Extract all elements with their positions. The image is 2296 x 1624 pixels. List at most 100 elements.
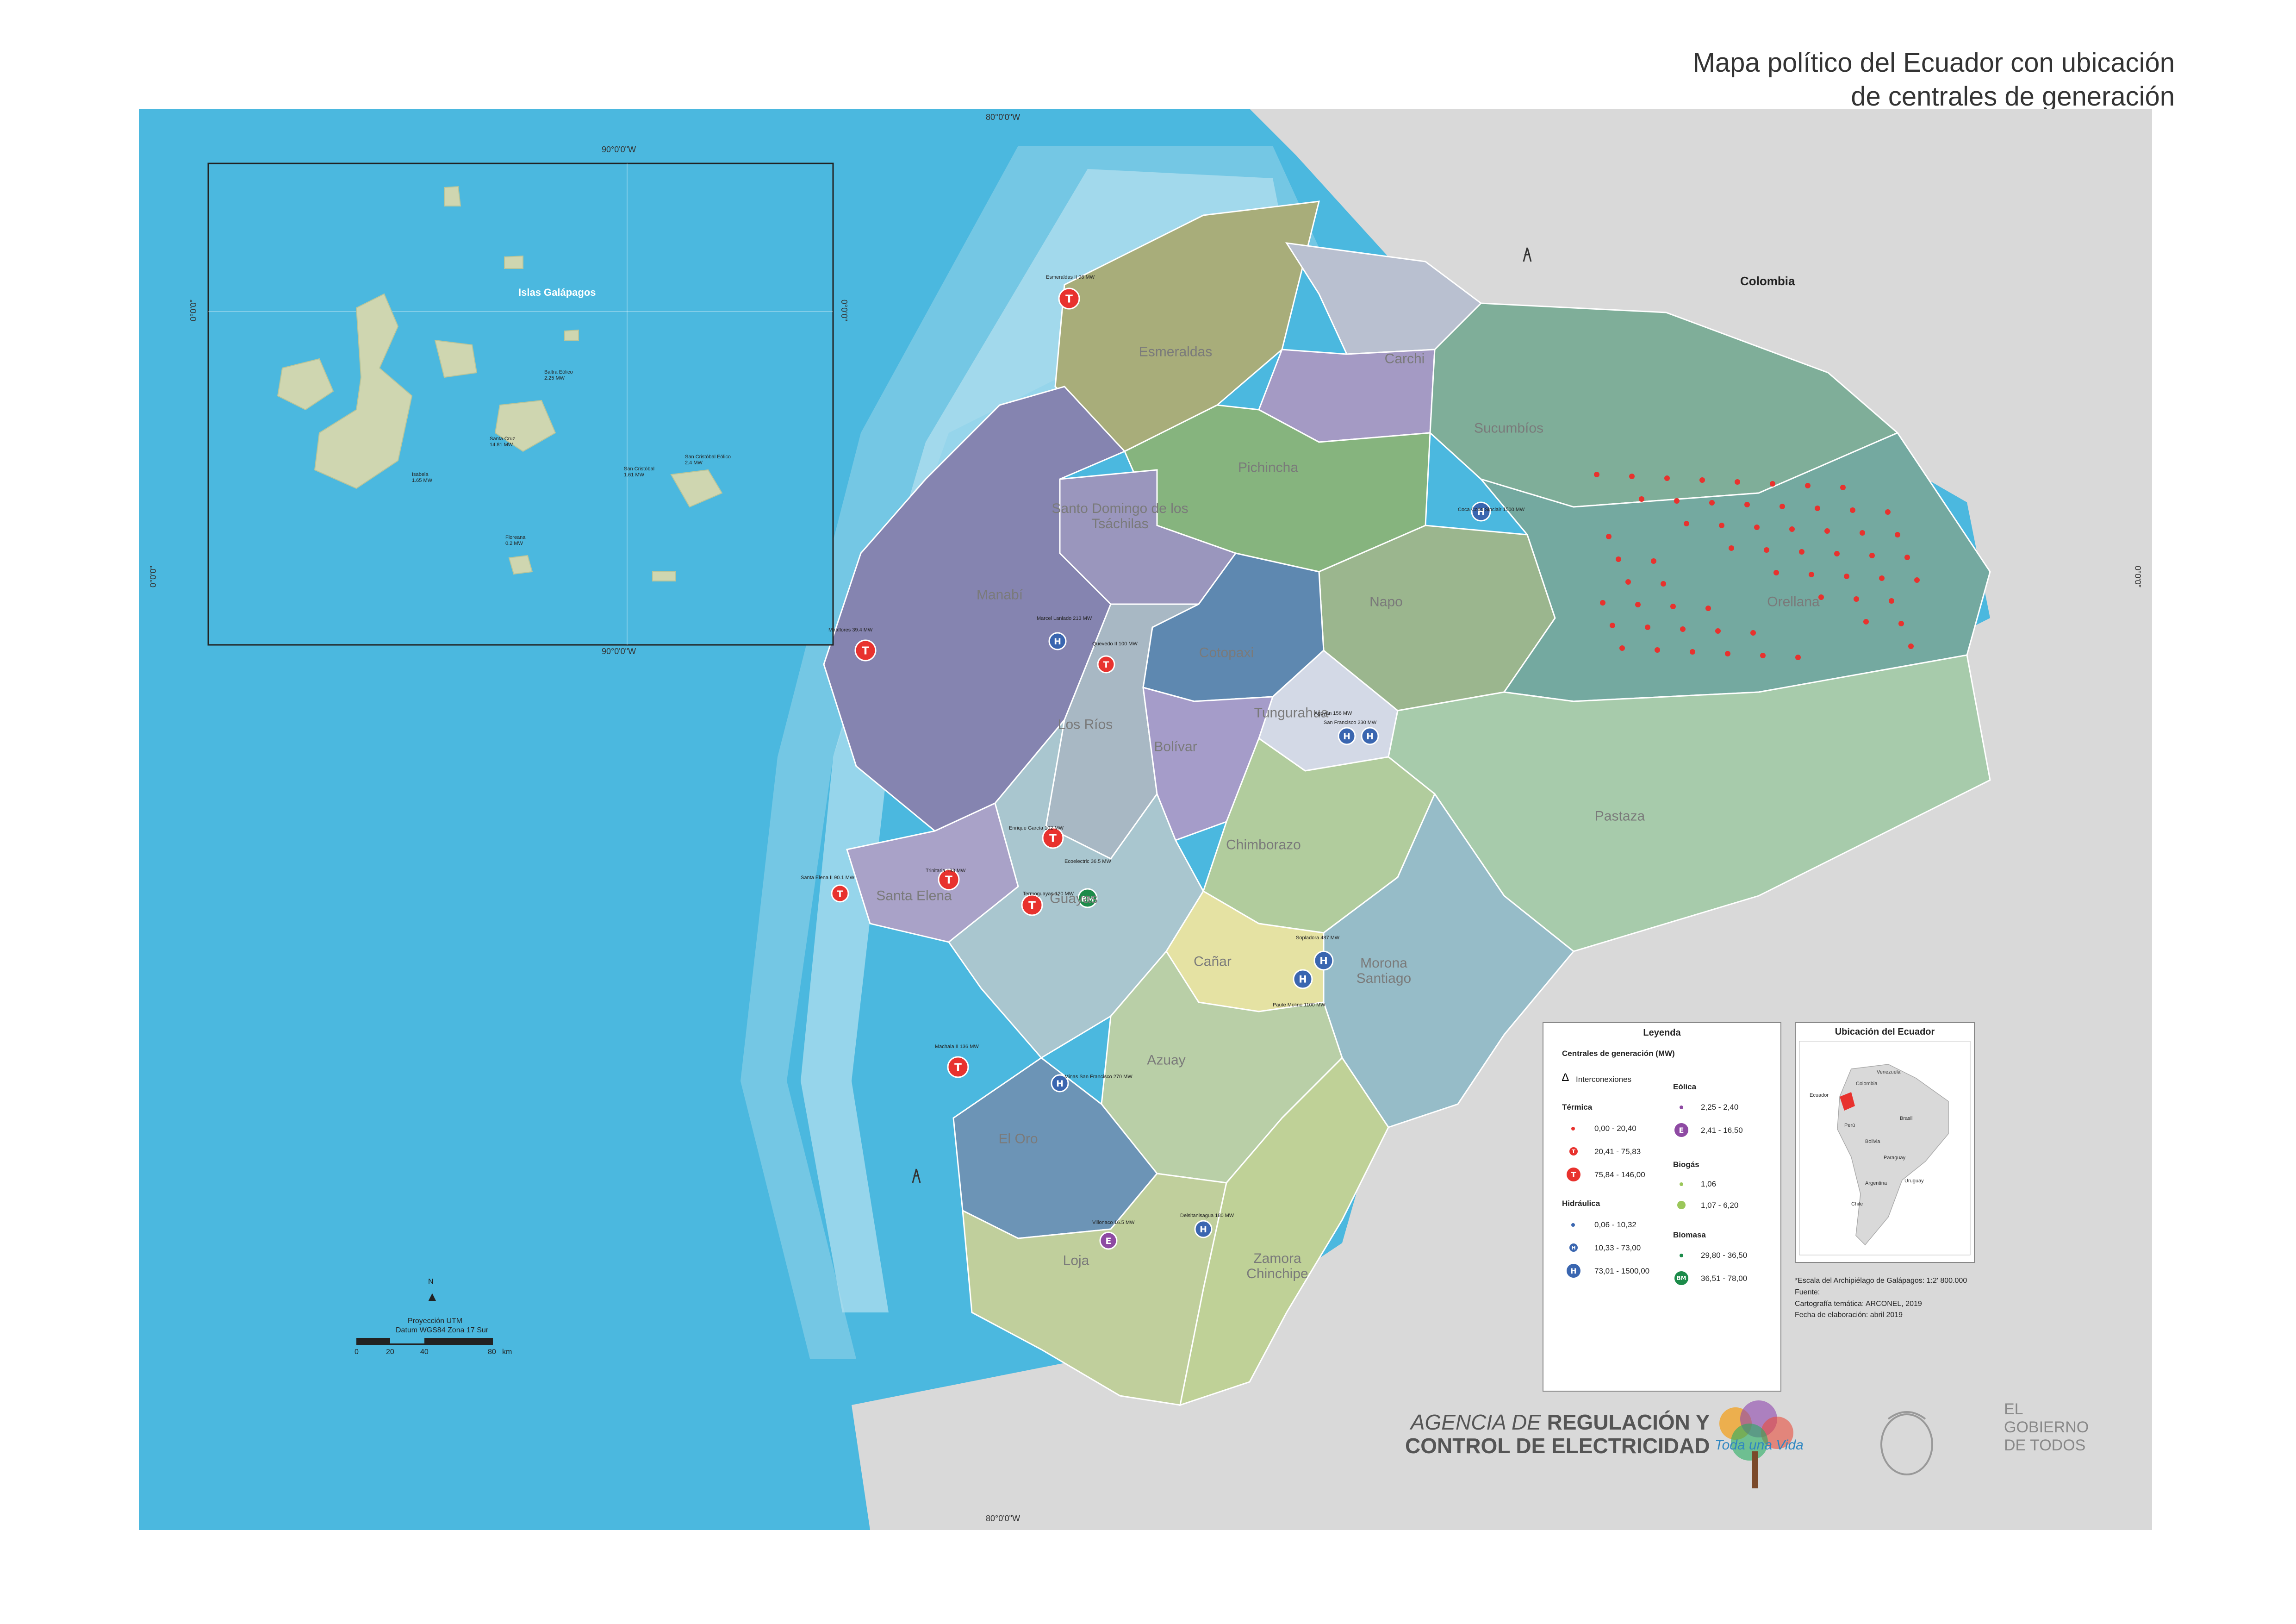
plant-marker-t-small[interactable] [1680,626,1686,632]
plant-marker-h[interactable]: H [1361,727,1379,745]
plant-marker-t-small[interactable] [1850,507,1855,513]
coord-bottom: 80°0'0"W [986,1514,1020,1523]
plant-marker-t-small[interactable] [1661,581,1666,587]
plant-label: Trinitaria 133 MW [926,868,966,874]
plant-marker-t-small[interactable] [1606,534,1612,539]
plant-marker-t-small[interactable] [1863,619,1869,625]
label-santo-domingo: Santo Domingo de los Tsáchilas [1052,501,1188,531]
plant-marker-t-small[interactable] [1619,645,1625,651]
plant-marker-t-small[interactable] [1809,572,1814,577]
svg-text:Ecuador: Ecuador [1810,1093,1829,1098]
plant-marker-t-small[interactable] [1651,558,1656,564]
plant-marker-h[interactable]: H [1471,501,1491,522]
plant-marker-e[interactable]: E [1099,1231,1118,1250]
plant-marker-t-small[interactable] [1754,525,1760,530]
plant-marker-t-small[interactable] [1744,502,1750,507]
plant-marker-t-small[interactable] [1616,556,1621,562]
island-santa-cruz [494,400,556,452]
plant-marker-t-small[interactable] [1770,481,1775,487]
plant-marker-h[interactable]: H [1313,950,1334,971]
plant-marker-t-small[interactable] [1898,621,1904,626]
north-arrow-icon: ▲ [426,1289,439,1304]
plant-marker-t-small[interactable] [1818,594,1824,600]
plant-marker-t-small[interactable] [1869,553,1875,558]
plant-marker-t-small[interactable] [1639,496,1644,502]
plant-marker-h[interactable]: H [1194,1220,1213,1238]
plant-marker-t-small[interactable] [1834,551,1840,556]
plant-marker-t-small[interactable] [1889,598,1894,604]
plant-marker-bm[interactable]: BM [1077,888,1098,908]
plant-marker-t[interactable]: T [938,868,960,891]
plant-marker-t-small[interactable] [1760,653,1766,658]
plant-marker-t-small[interactable] [1764,547,1769,553]
svg-text:T: T [1065,293,1073,305]
svg-text:H: H [1366,731,1374,742]
plant-marker-t-small[interactable] [1690,649,1695,655]
plant-marker-t-small[interactable] [1655,647,1660,653]
plant-marker-h[interactable]: H [1051,1074,1069,1093]
plant-marker-t-small[interactable] [1805,483,1811,488]
plant-marker-t-small[interactable] [1824,528,1830,534]
plant-marker-t-small[interactable] [1795,655,1801,660]
plant-marker-t-small[interactable] [1699,477,1705,483]
plant-marker-t-small[interactable] [1854,596,1859,602]
shelf-band-1 [740,146,1319,1359]
map-frame[interactable]: T T T T T T T T H H H H H H H H E BM 80°0'0"W 80°0'0"W 0°… [139,109,2152,1530]
plant-marker-t-small[interactable] [1908,643,1914,649]
biomass-small-icon [1680,1254,1683,1257]
plant-marker-h[interactable]: H [1048,632,1067,650]
plant-marker-t-small[interactable] [1725,651,1730,656]
plant-marker-t-small[interactable] [1670,604,1676,609]
coord-left: 0°0'0" [149,565,158,588]
plant-marker-t-small[interactable] [1600,600,1605,606]
plant-marker-t-small[interactable] [1780,504,1785,509]
plant-marker-t[interactable]: T [1097,655,1115,674]
plant-marker-t-small[interactable] [1799,549,1804,555]
plant-marker-t-small[interactable] [1750,630,1756,636]
plant-marker-t-small[interactable] [1914,577,1920,583]
plant-marker-t-small[interactable] [1840,485,1846,490]
plant-marker-t-small[interactable] [1684,521,1689,526]
label-santa-elena: Santa Elena [876,888,952,904]
label-morona-santiago: Morona Santiago [1356,956,1412,986]
plant-marker-t-small[interactable] [1705,606,1711,611]
svg-text:T: T [837,889,843,899]
plant-marker-t-small[interactable] [1715,628,1721,634]
plant-label: Coca Codo Sinclair 1500 MW [1458,507,1525,512]
plant-marker-t-small[interactable] [1879,575,1885,581]
plant-marker-t[interactable]: T [854,639,877,662]
plant-marker-t-small[interactable] [1719,523,1724,528]
plant-marker-t-small[interactable] [1610,623,1615,628]
plant-marker-t-small[interactable] [1709,500,1715,506]
island-genovesa [564,329,579,341]
plant-marker-t-small[interactable] [1885,509,1891,515]
plant-marker-t-small[interactable] [1635,602,1641,607]
plant-marker-t[interactable]: T [831,884,849,903]
coord-galap-top: 90°0'0"W [602,145,636,154]
label-cotopaxi: Cotopaxi [1199,645,1254,661]
plant-marker-t[interactable]: T [1042,827,1064,849]
plant-label: Machala II 136 MW [935,1044,979,1049]
plant-marker-t-small[interactable] [1904,555,1910,560]
plant-marker-t-small[interactable] [1815,506,1820,511]
toda-una-vida-logo: Toda una Vida [1708,1400,1805,1493]
plant-marker-t[interactable]: T [1021,894,1043,916]
plant-marker-t-small[interactable] [1645,625,1650,630]
svg-text:Perú: Perú [1844,1123,1855,1128]
plant-marker-t-small[interactable] [1664,475,1670,481]
plant-marker-h[interactable]: H [1293,969,1313,989]
plant-marker-t-small[interactable] [1674,498,1680,504]
plant-marker-t-small[interactable] [1594,472,1599,477]
plant-marker-t-small[interactable] [1860,530,1865,536]
plant-marker-t-small[interactable] [1895,532,1900,537]
plant-marker-t-small[interactable] [1735,479,1740,485]
plant-marker-t[interactable]: T [947,1056,969,1078]
plant-marker-t-small[interactable] [1844,574,1849,579]
plant-marker-t-small[interactable] [1789,526,1795,532]
plant-marker-t-small[interactable] [1773,570,1779,575]
plant-marker-t-small[interactable] [1625,579,1631,585]
plant-marker-t-small[interactable] [1629,474,1635,479]
plant-marker-t-small[interactable] [1729,545,1734,551]
plant-marker-t[interactable]: T [1058,287,1080,310]
plant-marker-h[interactable]: H [1338,727,1356,745]
